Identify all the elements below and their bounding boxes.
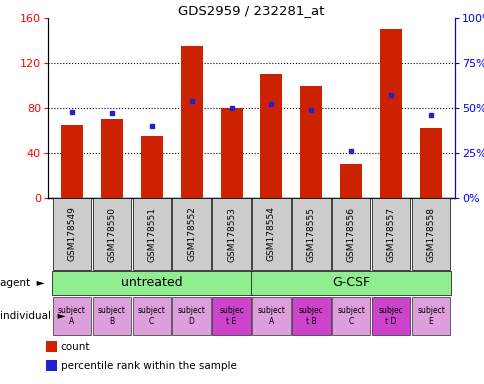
Text: subjec
t B: subjec t B bbox=[298, 306, 323, 326]
Bar bbox=[379, 29, 401, 198]
Bar bbox=[251, 271, 450, 295]
Text: subject
E: subject E bbox=[416, 306, 444, 326]
Text: percentile rank within the sample: percentile rank within the sample bbox=[60, 361, 236, 371]
Bar bbox=[132, 198, 170, 270]
Bar bbox=[212, 297, 250, 335]
Bar bbox=[52, 271, 251, 295]
Text: subject
C: subject C bbox=[336, 306, 364, 326]
Bar bbox=[92, 297, 131, 335]
Bar bbox=[411, 198, 449, 270]
Text: subject
D: subject D bbox=[177, 306, 205, 326]
Text: individual  ►: individual ► bbox=[0, 311, 66, 321]
Text: GSM178550: GSM178550 bbox=[107, 207, 116, 262]
Text: untreated: untreated bbox=[121, 276, 182, 290]
Bar bbox=[340, 164, 362, 198]
Bar bbox=[132, 297, 170, 335]
Bar bbox=[181, 46, 202, 198]
Bar bbox=[53, 297, 91, 335]
Text: GSM178553: GSM178553 bbox=[227, 207, 236, 262]
Bar bbox=[140, 136, 163, 198]
Text: GSM178551: GSM178551 bbox=[147, 207, 156, 262]
Bar bbox=[371, 198, 409, 270]
Bar bbox=[92, 198, 131, 270]
Bar bbox=[101, 119, 122, 198]
Text: subject
A: subject A bbox=[58, 306, 86, 326]
Bar bbox=[300, 86, 322, 198]
Bar bbox=[371, 297, 409, 335]
Text: G-CSF: G-CSF bbox=[332, 276, 370, 290]
Bar bbox=[220, 108, 242, 198]
Text: subject
B: subject B bbox=[98, 306, 125, 326]
Text: subjec
t D: subjec t D bbox=[378, 306, 403, 326]
Bar bbox=[252, 297, 290, 335]
Text: GSM178556: GSM178556 bbox=[346, 207, 355, 262]
Text: GSM178555: GSM178555 bbox=[306, 207, 315, 262]
Text: GSM178552: GSM178552 bbox=[187, 207, 196, 262]
Bar bbox=[172, 297, 211, 335]
Title: GDS2959 / 232281_at: GDS2959 / 232281_at bbox=[178, 4, 324, 17]
Bar bbox=[172, 198, 211, 270]
Bar bbox=[61, 125, 83, 198]
Text: subject
A: subject A bbox=[257, 306, 285, 326]
Bar bbox=[291, 198, 330, 270]
Bar bbox=[332, 198, 370, 270]
Bar bbox=[419, 128, 441, 198]
Bar bbox=[252, 198, 290, 270]
Text: agent  ►: agent ► bbox=[0, 278, 45, 288]
Bar bbox=[411, 297, 449, 335]
Bar bbox=[53, 198, 91, 270]
Text: GSM178554: GSM178554 bbox=[266, 207, 275, 262]
Text: subject
C: subject C bbox=[137, 306, 166, 326]
Bar bbox=[260, 74, 282, 198]
Text: count: count bbox=[60, 343, 90, 353]
Text: subjec
t E: subjec t E bbox=[219, 306, 243, 326]
Bar bbox=[291, 297, 330, 335]
Bar bbox=[332, 297, 370, 335]
Text: GSM178549: GSM178549 bbox=[67, 207, 76, 262]
Bar bbox=[212, 198, 250, 270]
Text: GSM178557: GSM178557 bbox=[386, 207, 395, 262]
Text: GSM178558: GSM178558 bbox=[426, 207, 435, 262]
